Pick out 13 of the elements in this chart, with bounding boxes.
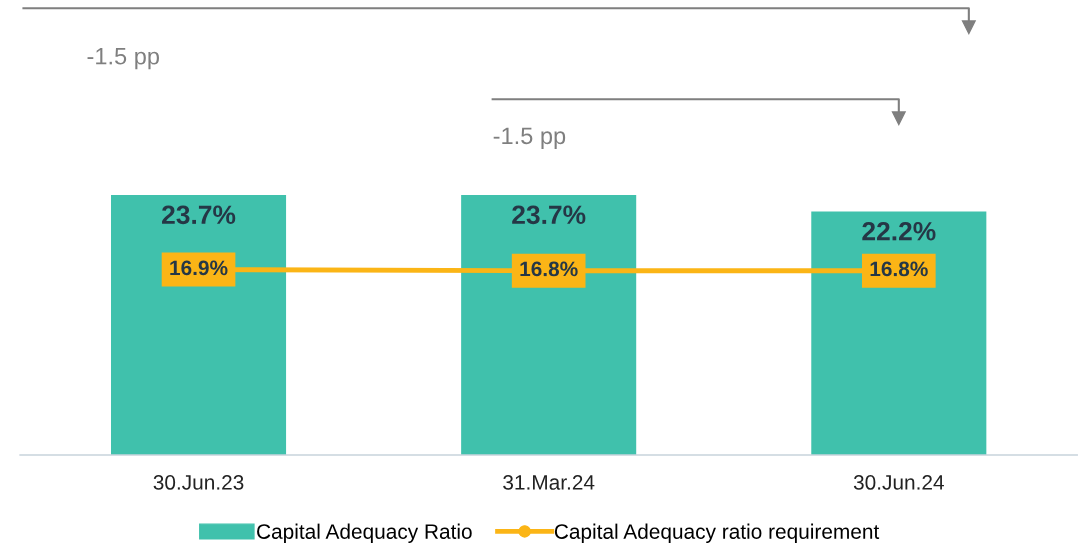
text: -1.5 pp (87, 48, 160, 70)
x-tick-label: 30.Jun.23 (153, 475, 244, 490)
x-tick-label: 30.Jun.24 (853, 475, 944, 490)
data-label: 23.7% (162, 205, 236, 225)
legend-label: Capital Adequacy ratio requirement (554, 523, 880, 544)
legend-label: Capital Adequacy Ratio (257, 523, 472, 544)
data-label: 22.2% (862, 221, 936, 241)
data-label: 23.7% (512, 205, 586, 225)
x-tick-label: 31.Mar.24 (503, 475, 595, 490)
text: -1.5 pp (493, 127, 566, 149)
data-label: 16.8% (870, 261, 928, 277)
data-label: 16.9% (170, 260, 228, 276)
data-label: 16.8% (520, 261, 578, 277)
